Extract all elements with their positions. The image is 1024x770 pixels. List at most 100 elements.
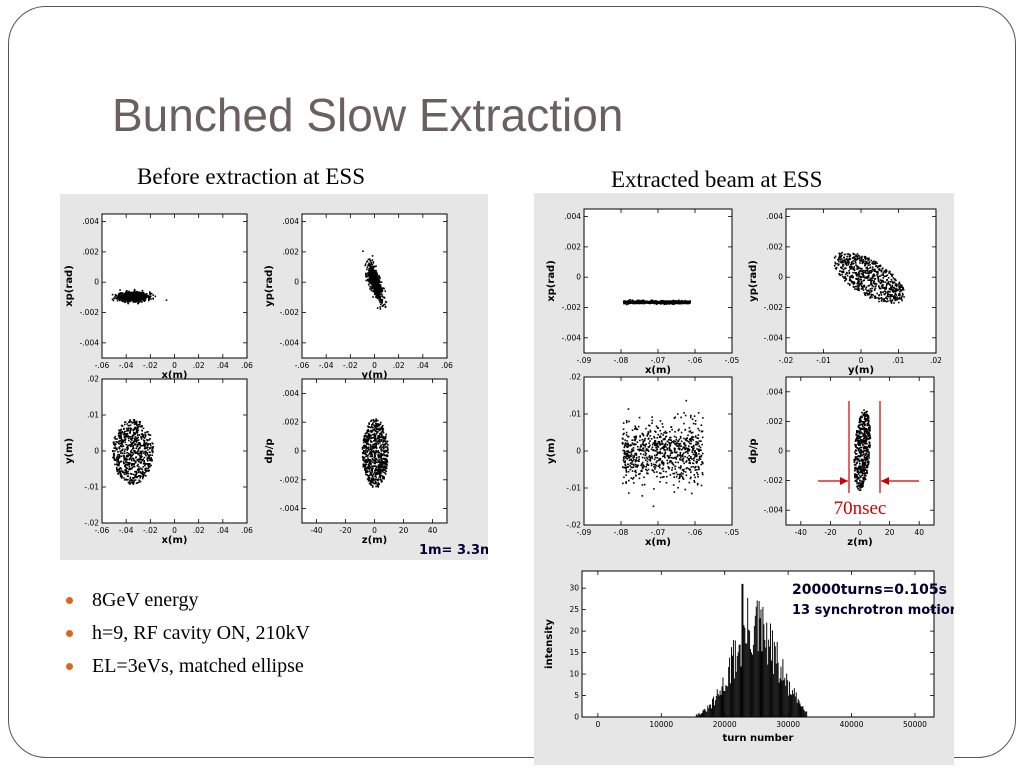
scatter-point xyxy=(666,454,669,457)
scatter-point xyxy=(128,463,131,466)
scatter-point xyxy=(124,291,127,294)
scatter-point xyxy=(142,435,145,438)
scatter-point xyxy=(141,296,143,299)
scatter-point xyxy=(364,438,367,441)
scatter-point xyxy=(670,456,673,459)
scatter-point xyxy=(835,268,838,270)
scatter-point xyxy=(885,275,888,277)
scatter-point xyxy=(632,443,635,446)
scatter-point xyxy=(379,303,382,306)
scatter-point xyxy=(895,289,897,292)
scatter-point xyxy=(139,480,142,483)
scatter-point xyxy=(676,455,679,458)
scatter-point xyxy=(375,466,378,469)
scatter-point xyxy=(146,463,148,465)
scatter-point xyxy=(143,441,146,444)
scatter-point xyxy=(844,280,846,282)
scatter-point xyxy=(146,295,149,298)
scatter-point xyxy=(151,446,154,449)
scatter-point xyxy=(377,424,380,427)
scatter-point xyxy=(370,477,373,480)
scatter-point xyxy=(633,455,636,457)
scatter-point xyxy=(658,441,661,444)
scatter-point xyxy=(133,288,136,291)
scatter-point xyxy=(374,284,377,287)
scatter-point xyxy=(372,429,374,431)
scatter-point xyxy=(384,458,387,461)
scatter-point xyxy=(868,262,870,265)
scatter-point xyxy=(376,428,379,431)
scatter-point xyxy=(364,264,367,267)
scatter-point xyxy=(370,277,372,280)
scatter-point xyxy=(139,296,142,299)
scatter-point xyxy=(138,446,141,449)
scatter-point xyxy=(376,288,379,291)
scatter-point xyxy=(365,463,368,466)
scatter-point xyxy=(381,295,384,297)
scatter-point xyxy=(641,466,644,468)
scatter-point xyxy=(867,258,869,261)
scatter-point xyxy=(843,259,846,261)
scatter-point xyxy=(864,258,867,261)
scatter-point xyxy=(121,425,124,427)
scatter-point xyxy=(631,461,633,464)
scatter-point xyxy=(148,297,151,299)
scatter-point xyxy=(152,447,154,450)
scatter-point xyxy=(366,429,369,432)
scatter-point xyxy=(670,439,673,442)
scatter-point xyxy=(631,439,634,441)
scatter-point xyxy=(365,458,368,461)
scatter-point xyxy=(366,466,369,468)
scatter-point xyxy=(631,478,634,480)
scatter-point xyxy=(371,481,373,484)
scatter-point xyxy=(367,264,369,267)
scatter-point xyxy=(139,425,141,428)
scatter-point xyxy=(887,281,889,284)
scatter-point xyxy=(876,274,878,276)
scatter-point xyxy=(632,447,635,449)
scatter-point xyxy=(660,302,663,304)
scatter-point xyxy=(668,303,671,305)
scatter-point xyxy=(113,457,116,460)
scatter-point xyxy=(653,302,656,305)
scatter-point xyxy=(850,275,853,277)
scatter-point xyxy=(679,442,682,445)
y-tick-label: -.004 xyxy=(80,338,100,347)
scatter-point xyxy=(876,271,878,274)
scatter-point xyxy=(376,276,378,279)
scatter-point xyxy=(852,267,855,270)
scatter-point xyxy=(124,421,126,424)
x-axis-label: z(m) xyxy=(362,535,387,546)
scatter-point xyxy=(147,470,150,472)
scatter-point xyxy=(377,275,380,278)
scatter-point xyxy=(855,255,857,257)
scatter-point xyxy=(631,450,634,452)
scatter-point xyxy=(622,449,625,452)
scatter-point xyxy=(134,292,136,294)
scatter-point xyxy=(682,447,684,450)
scatter-point xyxy=(370,460,372,463)
scatter-point xyxy=(130,443,132,446)
scatter-point xyxy=(150,447,152,449)
scatter-point xyxy=(668,449,671,452)
scatter-point xyxy=(664,451,667,453)
scatter-point xyxy=(855,272,857,275)
scatter-point xyxy=(884,300,886,302)
scatter-point xyxy=(147,443,149,445)
scatter-point xyxy=(374,293,377,295)
scatter-point xyxy=(370,453,373,456)
scatter-point xyxy=(380,455,382,458)
scatter-point xyxy=(863,279,865,281)
scatter-point xyxy=(673,301,676,304)
scatter-point xyxy=(689,300,691,302)
scatter-point xyxy=(144,447,147,450)
scatter-point xyxy=(374,277,376,280)
scatter-point xyxy=(647,450,650,453)
scatter-point xyxy=(864,276,866,279)
scatter-point xyxy=(118,461,120,464)
scatter-point xyxy=(371,486,374,488)
scatter-point xyxy=(379,421,382,424)
scatter-point xyxy=(370,480,373,482)
scatter-point xyxy=(149,293,151,295)
scatter-point xyxy=(678,473,681,476)
